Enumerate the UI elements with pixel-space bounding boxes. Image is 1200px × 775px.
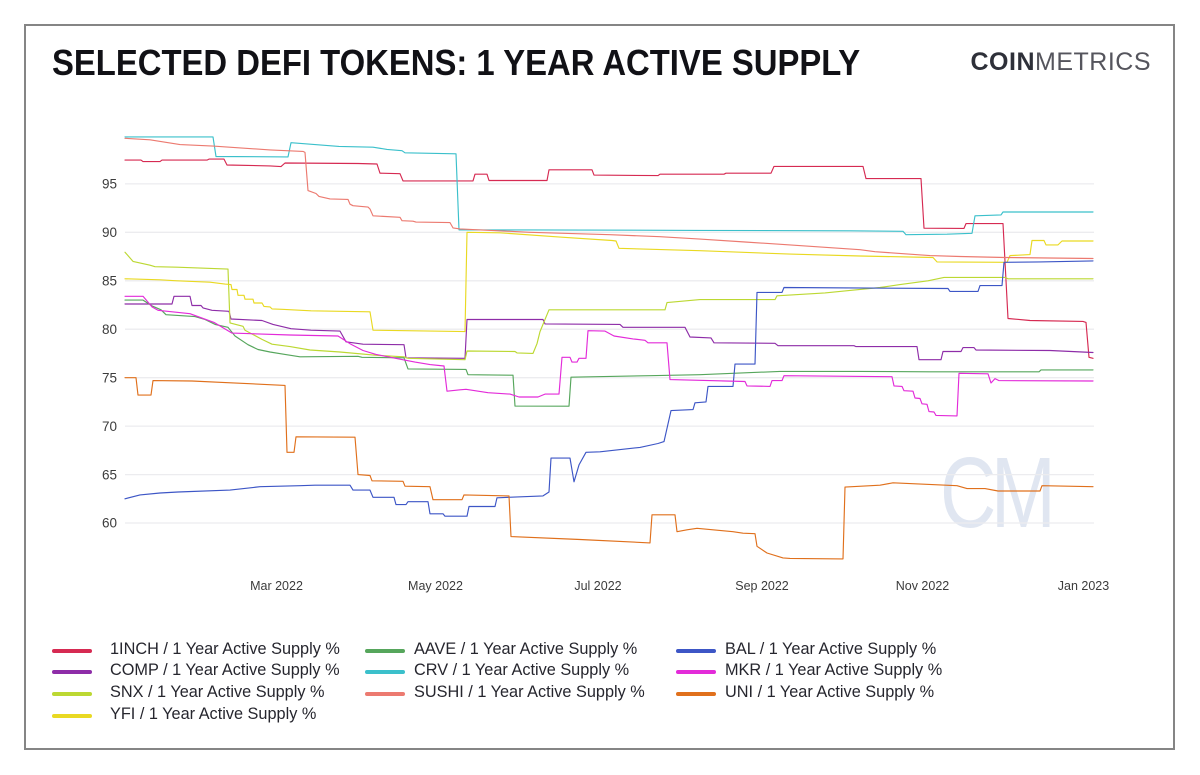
svg-text:65: 65 [102, 467, 117, 482]
svg-text:Sep 2022: Sep 2022 [735, 579, 789, 593]
svg-text:CM: CM [940, 438, 1050, 550]
svg-text:60: 60 [102, 516, 117, 531]
svg-text:May 2022: May 2022 [408, 579, 463, 593]
svg-text:Mar 2022: Mar 2022 [250, 579, 303, 593]
svg-text:75: 75 [102, 370, 117, 385]
svg-text:95: 95 [102, 177, 117, 192]
svg-text:Nov 2022: Nov 2022 [896, 579, 950, 593]
svg-text:Jul 2022: Jul 2022 [574, 579, 621, 593]
svg-text:90: 90 [102, 225, 117, 240]
svg-text:Jan 2023: Jan 2023 [1058, 579, 1109, 593]
svg-text:70: 70 [102, 419, 117, 434]
svg-text:80: 80 [102, 322, 117, 337]
svg-text:85: 85 [102, 274, 117, 289]
